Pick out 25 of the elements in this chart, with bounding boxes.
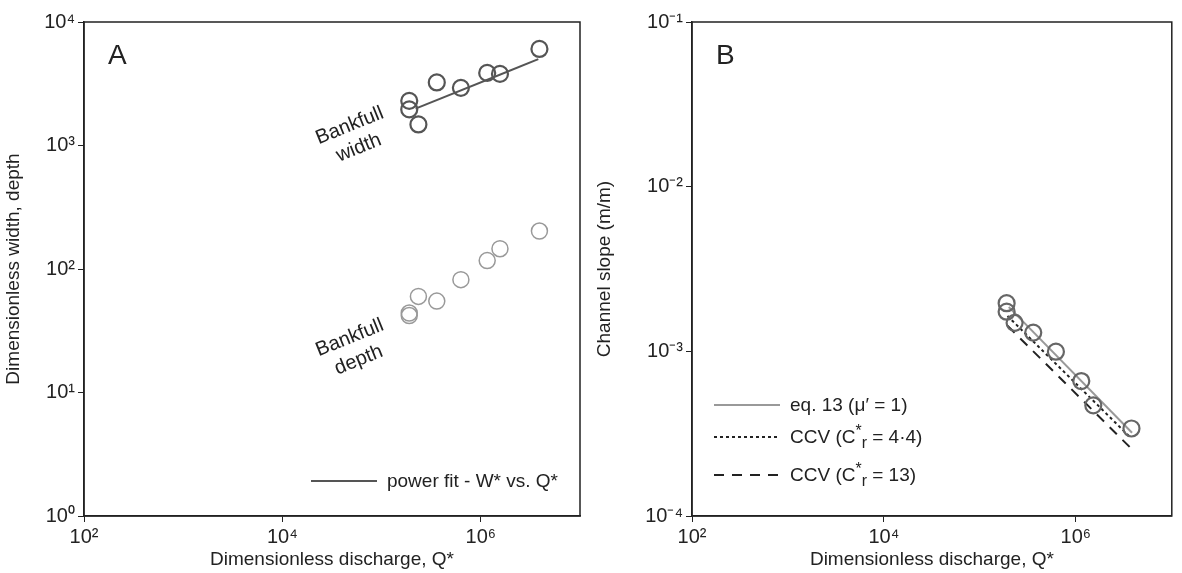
x-tick-label: 10⁴ [868,524,900,547]
y-tick-label: 10³ [46,133,76,156]
text: B [716,38,735,70]
x-tick-label: 10⁶ [1060,524,1092,547]
y-tick-label: 10¹ [46,380,76,403]
x-axis-title: Dimensionless discharge, Q* [210,547,455,569]
x-tick-label: 10² [69,524,99,547]
y-tick-label: 10⁻⁴ [645,503,683,526]
x-tick-label: 10⁴ [266,524,298,547]
legend-label: eq. 13 (μ′ = 1) [790,392,908,417]
legend-label: CCV (C$^{*}$$_{r}$ = 13) [790,458,917,491]
y-tick-label: 10⁴ [44,9,75,32]
legend-label: CCV (C$^{*}$$_{r}$ = 4·4) [790,420,923,453]
x-tick-label: 10² [677,524,707,547]
text: A [108,38,127,70]
y-tick-label: 10² [46,256,76,279]
y-axis-title: Channel slope (m/m) [592,180,614,358]
y-tick-label: 10⁻¹ [647,9,684,32]
y-tick-label: 10⁻³ [647,338,684,361]
x-tick-label: 10⁶ [465,524,497,547]
x-axis-title: Dimensionless discharge, Q* [809,547,1055,569]
y-tick-label: 10⁻² [647,174,684,197]
legend-label: power fit - W* vs. Q* [386,469,558,493]
y-axis-title: Dimensionless width, depth [1,153,23,385]
y-tick-label: 10⁰ [45,503,75,526]
